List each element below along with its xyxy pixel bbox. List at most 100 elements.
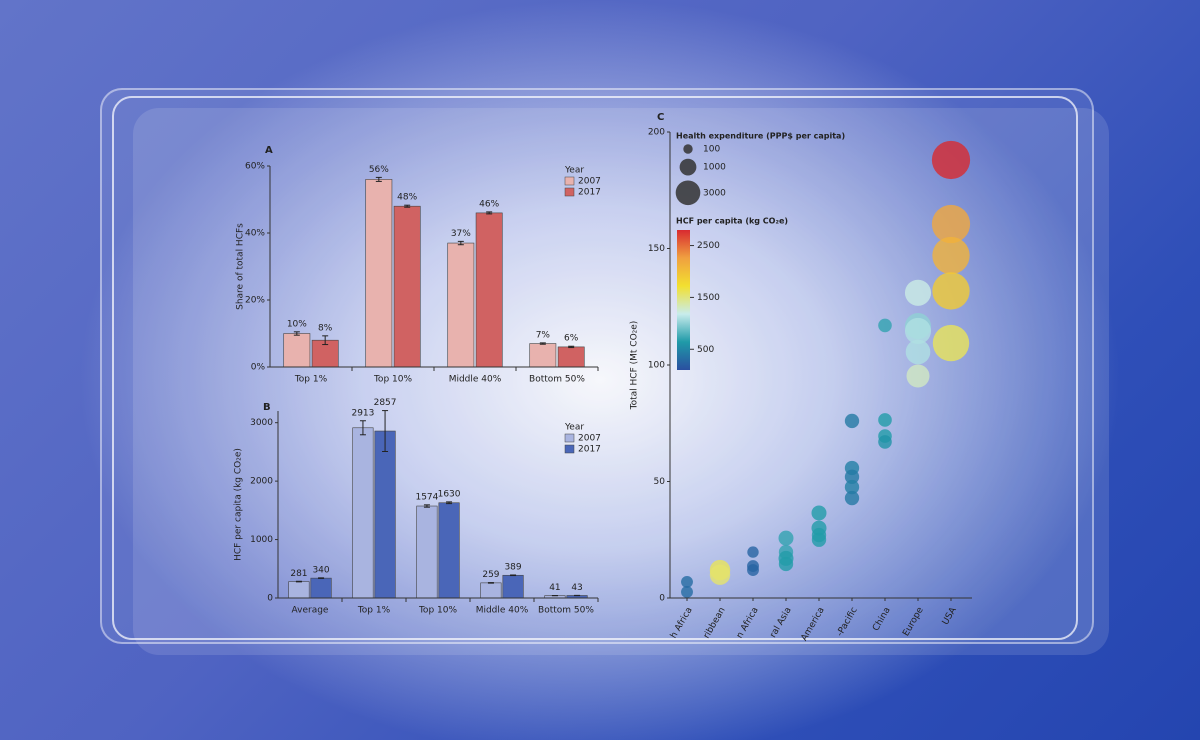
- bar: [365, 179, 393, 368]
- y-tick-label: 150: [648, 244, 665, 254]
- value-label: 281: [290, 569, 307, 579]
- size-legend-label: 3000: [703, 188, 726, 198]
- x-tick-label: ribbean: [702, 606, 728, 641]
- legend-swatch: [564, 433, 575, 443]
- y-tick-label: 0%: [251, 363, 266, 373]
- legend-swatch: [564, 187, 575, 197]
- error-bar: [568, 345, 575, 349]
- bubble: [681, 575, 693, 588]
- x-tick-label: Middle 40%: [449, 375, 502, 385]
- bubble: [932, 236, 970, 275]
- bubble: [904, 317, 932, 345]
- colorbar-label: 2500: [697, 241, 720, 251]
- legend-label: 2017: [578, 445, 601, 455]
- y-tick-label: 40%: [245, 229, 265, 239]
- x-tick-label: Middle 40%: [476, 606, 529, 616]
- bar: [438, 502, 460, 599]
- bar: [283, 333, 311, 368]
- x-tick-label: Top 10%: [418, 606, 458, 616]
- chart-title: C: [657, 112, 664, 123]
- value-label: 56%: [369, 165, 389, 175]
- error-bar: [375, 176, 382, 182]
- bubble: [747, 564, 759, 576]
- colorbar-label: 1500: [697, 293, 720, 303]
- y-tick-label: 50: [654, 477, 666, 487]
- value-label: 41: [549, 583, 560, 593]
- bubble: [905, 339, 931, 365]
- error-bar: [404, 204, 411, 208]
- bar: [288, 581, 310, 599]
- error-bar: [486, 211, 493, 215]
- bubble: [878, 435, 892, 449]
- bubble: [878, 413, 892, 427]
- bubble: [932, 272, 970, 310]
- x-tick-label: Bottom 50%: [538, 606, 594, 616]
- glass-panel: [100, 88, 1094, 644]
- y-tick-label: 2000: [250, 477, 273, 487]
- bubble: [906, 364, 930, 388]
- bubble: [811, 532, 827, 547]
- size-legend-label: 100: [703, 145, 720, 155]
- glass-panel-front: [112, 96, 1078, 640]
- legend-label: 2007: [578, 177, 601, 187]
- bar: [374, 430, 396, 599]
- bubble: [709, 564, 731, 585]
- bubble: [878, 318, 892, 333]
- legend-label: 2017: [578, 188, 601, 198]
- bubble: [844, 469, 860, 485]
- size-legend-label: 1000: [703, 163, 726, 173]
- value-label: 389: [504, 562, 521, 572]
- error-bar: [318, 577, 325, 579]
- size-legend-circle: [675, 180, 701, 206]
- size-legend-circle: [679, 158, 697, 176]
- x-tick-label: USA: [941, 605, 959, 627]
- x-tick-label: Europe: [901, 605, 926, 638]
- value-label: 7%: [536, 330, 551, 340]
- legend-swatch: [564, 176, 575, 186]
- value-label: 1574: [415, 492, 438, 502]
- x-tick-label: Top 10%: [373, 375, 413, 385]
- y-tick-label: 0: [659, 594, 665, 604]
- bar: [310, 577, 332, 599]
- y-tick-label: 1000: [250, 535, 273, 545]
- y-tick-label: 0: [267, 594, 273, 604]
- error-bar: [382, 410, 389, 452]
- x-tick-label: -Pacific: [835, 606, 860, 639]
- bubble: [931, 140, 971, 180]
- y-axis-label: Share of total HCFs: [236, 223, 246, 310]
- bar: [557, 346, 585, 368]
- bubble: [844, 490, 860, 506]
- error-bar: [457, 240, 464, 246]
- x-tick-label: Average: [292, 606, 329, 616]
- colorbar-label: 500: [697, 345, 714, 355]
- bar: [447, 242, 475, 368]
- value-label: 1630: [438, 489, 461, 499]
- bubble: [844, 479, 860, 495]
- colorbar: [677, 230, 690, 370]
- bubble: [681, 585, 693, 598]
- bar: [416, 505, 438, 599]
- legend-swatch: [564, 444, 575, 454]
- chart-title: A: [265, 145, 273, 156]
- value-label: 6%: [564, 334, 579, 344]
- error-bar: [510, 574, 517, 577]
- colorbar-title: HCF per capita (kg CO₂e): [676, 217, 788, 226]
- error-bar: [487, 582, 494, 584]
- bubble: [811, 505, 827, 521]
- bar: [529, 343, 557, 368]
- error-bar: [322, 335, 329, 346]
- bubble: [778, 530, 794, 546]
- value-label: 259: [482, 570, 499, 580]
- x-tick-label: h Africa: [669, 606, 695, 641]
- value-label: 340: [312, 565, 329, 575]
- x-tick-label: Top 1%: [294, 375, 328, 385]
- error-bar: [295, 580, 302, 583]
- bar: [502, 574, 524, 599]
- bar: [393, 205, 421, 368]
- legend-label: 2007: [578, 434, 601, 444]
- y-tick-label: 100: [648, 361, 665, 371]
- value-label: 2913: [351, 408, 374, 418]
- error-bar: [423, 504, 430, 508]
